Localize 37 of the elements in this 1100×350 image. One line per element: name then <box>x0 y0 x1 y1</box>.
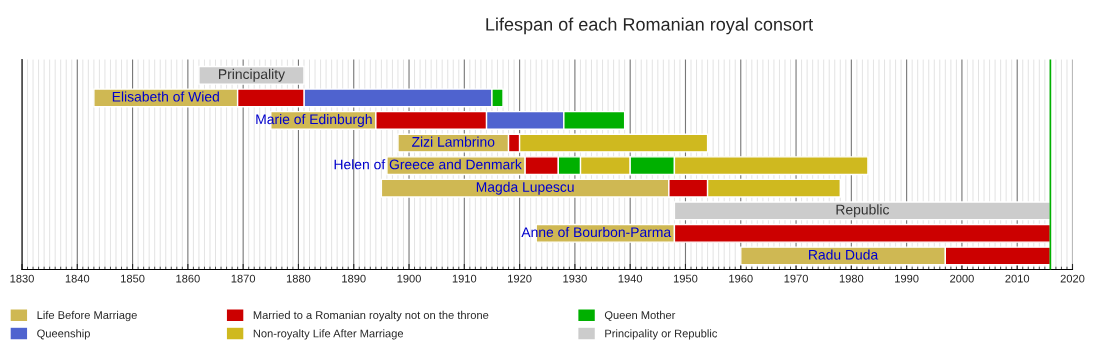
y-tick-label: Principality <box>219 68 285 82</box>
x-tick-label: 1860 <box>176 274 200 283</box>
y-tick-label: Zizi Lambrino <box>412 136 495 147</box>
legend-label: Queenship <box>37 329 90 340</box>
x-tick-label: 1910 <box>452 274 477 283</box>
x-tick-label: 1880 <box>286 274 311 283</box>
legend-label: Married to a Romanian royalty not on the throne <box>253 310 489 322</box>
y-tick-label: Helen of Greece and Denmark <box>334 159 522 170</box>
x-tick-label: 1980 <box>839 274 864 283</box>
chart-title: Lifespan of each Romanian royal consort <box>486 17 813 35</box>
x-tick-label: 2010 <box>1005 274 1030 283</box>
y-tick-label: Anne of Bourbon-Parma <box>521 226 672 238</box>
y-tick-label: Republic <box>836 204 890 218</box>
x-tick-label: 1830 <box>10 274 34 283</box>
bar <box>198 65 305 85</box>
x-tick-label: 2020 <box>1060 274 1085 283</box>
x-tick-label: 1850 <box>121 274 145 283</box>
legend-label: Queen Mother <box>604 310 676 321</box>
y-tick-label: Elisabeth of Wied <box>112 91 219 102</box>
x-tick-label: 1930 <box>563 274 587 283</box>
x-tick-label: 1970 <box>784 274 808 283</box>
x-tick-label: 1890 <box>342 274 366 283</box>
x-tick-label: 1950 <box>673 274 698 283</box>
bar <box>673 201 1052 221</box>
x-tick-label: 1960 <box>729 274 753 283</box>
y-tick-label: Radu Duda <box>809 249 879 260</box>
x-tick-label: 1920 <box>508 274 532 283</box>
legend-label: Principality or Republic <box>605 329 718 340</box>
y-tick-label: Magda Lupescu <box>476 181 574 195</box>
legend-label: Non-royalty Life After Marriage <box>253 329 404 340</box>
x-tick-label: 1900 <box>397 274 421 283</box>
x-tick-label: 1940 <box>618 274 643 283</box>
x-tick-label: 1870 <box>231 274 256 283</box>
legend-label: Life Before Marriage <box>37 310 137 322</box>
x-tick-label: 2000 <box>950 274 974 283</box>
x-tick-label: 1990 <box>895 274 919 283</box>
x-tick-label: 1840 <box>65 274 90 283</box>
